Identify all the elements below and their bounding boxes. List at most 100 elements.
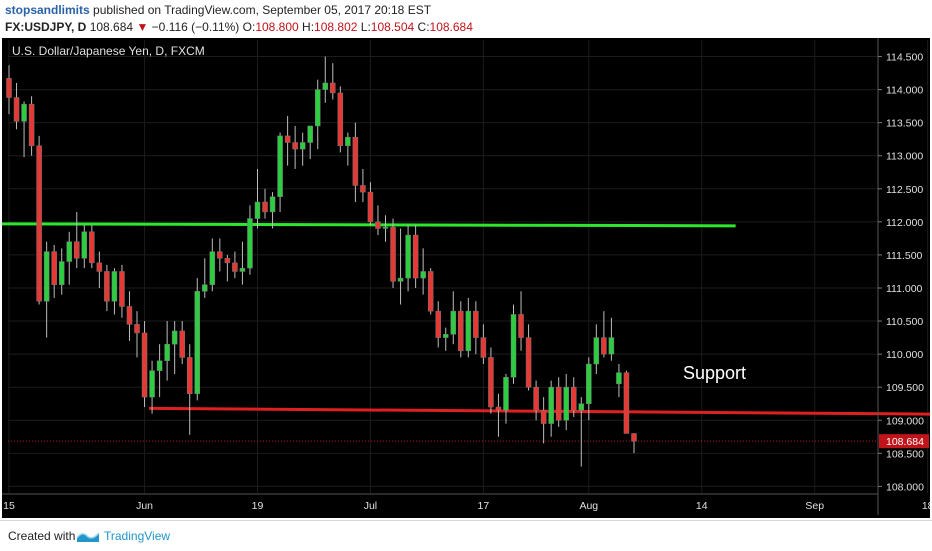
candle-down [330,82,336,94]
price-tick-label: 112.000 [886,217,923,229]
trend-lines: 108.684 [1,222,932,449]
candle-up [21,103,27,122]
candle-down [360,185,366,193]
candle-down [89,231,95,264]
candle-down [352,136,359,186]
candle-up [81,231,88,259]
last-price: 108.684 [89,20,134,34]
close-value: 108.684 [429,20,473,34]
candle-down [518,314,524,338]
candle-up [593,337,600,365]
time-tick-label: 14 [696,500,708,512]
close-label: C: [417,20,430,34]
candlestick-chart[interactable]: U.S. Dollar/Japanese Yen, D, FXCM 108.68… [1,38,932,518]
time-tick-label: Jun [136,500,153,512]
time-tick-label: 17 [478,500,490,512]
candle-up [171,330,178,345]
price-tick-label: 113.000 [886,151,923,163]
high-label: H: [302,20,315,34]
candle-down [555,386,562,421]
candle-down [480,337,487,358]
candle-down [623,372,630,434]
time-axis[interactable]: 15Jun19Jul17Aug14Sep18Oct [2,493,932,512]
open-label: O: [242,20,256,34]
candle-up [299,142,306,150]
candle-up [149,370,155,398]
time-tick-label: Sep [805,500,824,512]
publish-info: stopsandlimits published on TradingView.… [5,3,431,17]
candle-up [43,251,50,302]
candle-up [194,291,200,395]
candle-up [563,386,569,421]
candle-up [420,271,426,279]
published-text: published on TradingView.com, September … [93,3,432,17]
candle-down [28,103,35,147]
candle-up [209,251,216,285]
support-line [149,406,932,416]
candle-up [58,261,65,285]
candle-up [164,343,170,361]
time-tick-label: 19 [252,500,264,512]
price-axis[interactable]: 108.000 108.500 109.000 109.500 110.000 110.5… [877,38,924,515]
candle-up [66,241,72,262]
support-annotation: Support [683,363,746,383]
price-tick-label: 108.500 [886,448,924,460]
candle-up [465,310,472,352]
candle-down [412,234,419,279]
chart-panel[interactable]: U.S. Dollar/Japanese Yen, D, FXCM 108.68… [1,38,932,518]
candle-up [314,89,321,127]
candle-up [307,125,313,143]
time-tick-label: 18 [922,500,930,512]
candle-up [503,377,509,411]
candle-up [586,363,592,404]
candle-up [548,386,554,424]
candle-down [488,357,494,408]
candle-down [217,251,223,259]
current-price-tag [879,434,929,449]
candle-up [450,310,457,335]
candle-up [202,284,208,292]
current-price-label: 108.684 [886,436,924,448]
time-tick-label: 15 [3,500,15,512]
candle-down [525,337,532,388]
tradingview-brand[interactable]: TradingView [104,529,171,543]
price-tick-label: 110.000 [886,349,923,361]
candle-down [51,251,57,285]
candle-up [608,337,615,355]
time-tick-label: Jul [364,500,377,512]
candle-down [292,142,298,150]
candle-down [104,271,110,302]
candle-down [126,306,133,325]
candle-down [134,324,140,334]
candle-up [111,271,118,302]
price-tick-label: 114.500 [886,52,923,64]
price-tick-label: 109.500 [886,382,924,394]
price-tick-label: 113.500 [886,118,923,130]
symbol-label[interactable]: FX:USDJPY, D [5,20,87,34]
candle-up [269,196,276,213]
candle-down [96,262,103,272]
open-value: 108.800 [255,20,299,34]
candle-down [375,221,381,229]
created-with-text: Created with [8,529,76,543]
candle-up [345,136,351,147]
candle-down [367,191,374,223]
candle-up [277,135,283,197]
candle-up [578,403,585,411]
candle-down [6,78,12,98]
candle-down [427,271,434,312]
candle-down [571,386,577,411]
low-label: L: [360,20,371,34]
author-link[interactable]: stopsandlimits [5,3,90,17]
resistance-line [1,222,736,228]
candle-down [262,201,268,213]
time-tick-label: Aug [579,500,598,512]
candle-up [397,277,404,282]
candle-up [156,360,163,371]
candle-down [337,92,344,147]
candle-up [254,201,261,219]
price-tick-label: 109.000 [886,415,924,427]
chart-header: stopsandlimits published on TradingView.… [0,0,932,38]
candles[interactable] [6,56,637,467]
price-tick-label: 111.500 [886,250,923,262]
